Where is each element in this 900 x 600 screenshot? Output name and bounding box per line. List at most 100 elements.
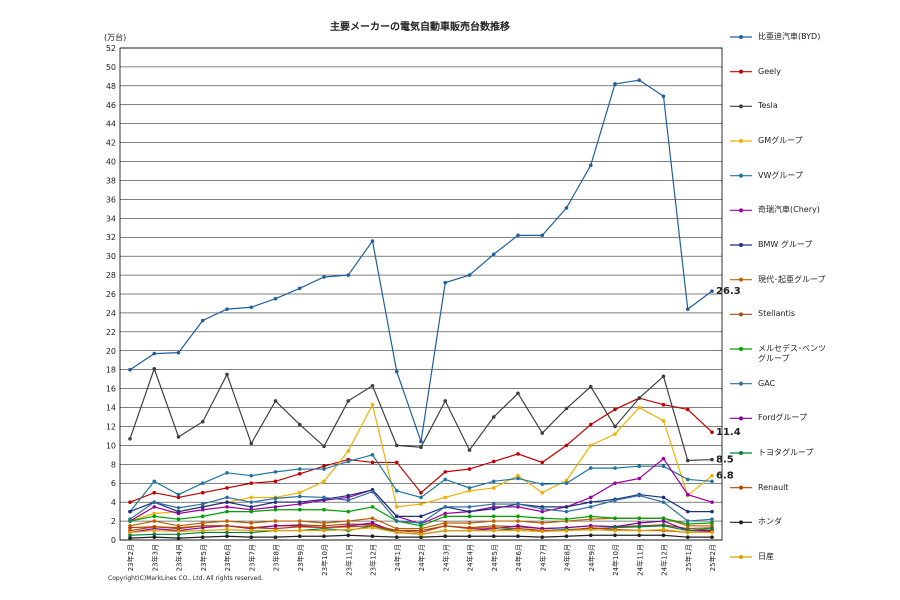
point — [540, 535, 545, 539]
point — [540, 521, 545, 525]
x-tick-label: 23年11月 — [344, 544, 353, 576]
point — [346, 533, 351, 538]
point — [176, 506, 181, 510]
point — [200, 535, 205, 539]
x-tick-label: 25年2月 — [708, 544, 717, 571]
point — [370, 453, 375, 457]
point — [710, 289, 714, 293]
point — [467, 521, 472, 525]
point — [710, 500, 714, 504]
legend-marker — [739, 416, 743, 421]
point — [443, 477, 448, 482]
point — [685, 530, 690, 535]
point — [661, 94, 666, 99]
point — [128, 509, 132, 514]
point — [588, 466, 593, 470]
legend-marker — [739, 104, 743, 109]
x-tick-label: 23年7月 — [247, 544, 256, 571]
y-tick-label: 14 — [106, 404, 116, 413]
y-tick-label: 12 — [106, 422, 116, 431]
point — [516, 452, 520, 456]
point — [467, 514, 472, 519]
point — [613, 528, 617, 533]
point — [661, 456, 666, 461]
point — [588, 422, 593, 427]
point — [322, 467, 326, 471]
point — [176, 509, 181, 514]
point — [128, 536, 132, 540]
point — [322, 495, 326, 500]
point — [491, 502, 496, 506]
point — [685, 535, 690, 539]
x-tick-label: 24年9月 — [587, 544, 596, 571]
point — [152, 528, 157, 533]
point — [685, 307, 690, 311]
x-tick-label: 23年4月 — [175, 544, 184, 571]
y-tick-label: 10 — [106, 441, 116, 450]
point — [710, 430, 714, 434]
point — [152, 532, 157, 537]
point — [467, 489, 472, 493]
point — [152, 505, 157, 509]
point — [152, 500, 157, 504]
point — [152, 351, 157, 356]
point — [152, 511, 157, 516]
legend-label: Tesla — [758, 101, 778, 111]
point — [225, 495, 229, 500]
point — [516, 519, 520, 523]
point — [613, 407, 617, 412]
point — [249, 521, 254, 525]
point — [322, 525, 326, 530]
point — [613, 481, 617, 486]
point — [249, 528, 254, 533]
point — [249, 509, 254, 514]
point — [394, 535, 399, 539]
point — [637, 493, 642, 498]
point — [419, 532, 423, 537]
point — [273, 505, 278, 509]
point — [540, 529, 545, 534]
point — [152, 479, 157, 484]
y-tick-label: 22 — [106, 328, 116, 337]
point — [516, 534, 520, 539]
y-tick-label: 50 — [106, 63, 116, 72]
y-tick-label: 32 — [106, 233, 116, 242]
legend-marker — [739, 208, 743, 213]
point — [297, 524, 302, 529]
point — [516, 502, 520, 506]
point — [297, 528, 302, 533]
point — [540, 460, 545, 465]
point — [661, 402, 666, 407]
point — [661, 374, 666, 379]
x-tick-label: 23年9月 — [296, 544, 305, 571]
point — [710, 509, 714, 514]
point — [394, 505, 399, 509]
point — [637, 524, 642, 529]
point — [491, 528, 496, 533]
legend-marker — [739, 69, 743, 74]
point — [564, 505, 569, 509]
point — [346, 399, 351, 403]
point — [225, 471, 229, 475]
point — [540, 233, 545, 238]
point — [540, 509, 545, 514]
point — [443, 524, 448, 528]
point — [152, 514, 157, 519]
legend-label: トヨタグループ — [758, 448, 814, 457]
y-tick-label: 34 — [106, 214, 116, 223]
point — [346, 459, 351, 464]
point — [346, 273, 351, 277]
point — [661, 500, 666, 504]
legend-marker — [739, 173, 743, 178]
point — [564, 517, 569, 521]
point — [249, 473, 254, 478]
point — [443, 495, 448, 500]
legend-label: 比亜迪汽車(BYD) — [758, 32, 821, 41]
point — [564, 206, 569, 210]
point — [297, 490, 302, 495]
series-line — [129, 79, 713, 442]
point — [200, 514, 205, 519]
point — [588, 527, 593, 532]
point — [200, 505, 205, 509]
